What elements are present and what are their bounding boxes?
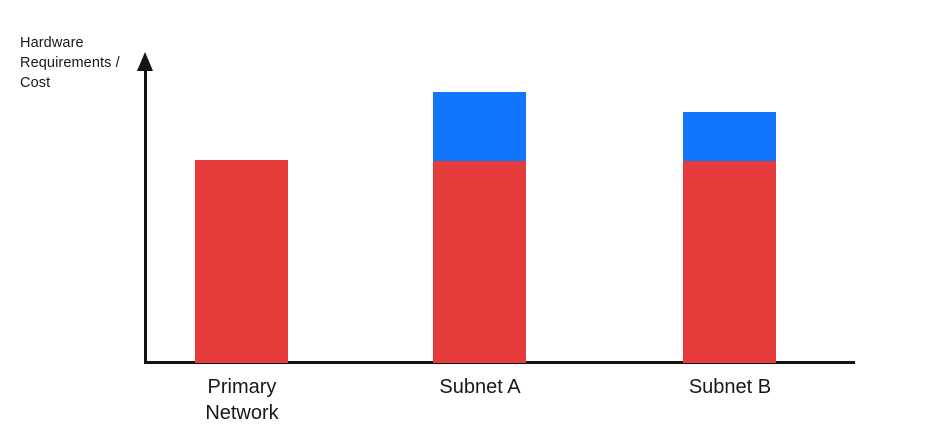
y-axis-title-line: Requirements / (20, 55, 120, 71)
bar-segment-base (683, 161, 776, 363)
bar-segment-overhead (683, 112, 776, 161)
y-axis-title: Hardware Requirements / Cost (20, 33, 120, 93)
y-axis-title-line: Hardware (20, 35, 84, 51)
category-label-subnet-a: Subnet A (439, 376, 521, 398)
y-axis-arrow-icon (137, 52, 153, 71)
bar-segment-base (195, 160, 288, 363)
y-axis-title-line: Cost (20, 75, 51, 91)
bar-subnet-a (433, 92, 526, 363)
y-axis-line (144, 68, 147, 364)
bar-segment-overhead (433, 92, 526, 161)
category-label-subnet-b: Subnet B (688, 376, 772, 398)
bar-segment-base (433, 161, 526, 363)
bar-primary-network (195, 160, 288, 363)
category-label-primary-network: Primary Network (205, 376, 279, 424)
bar-subnet-b (683, 112, 776, 363)
